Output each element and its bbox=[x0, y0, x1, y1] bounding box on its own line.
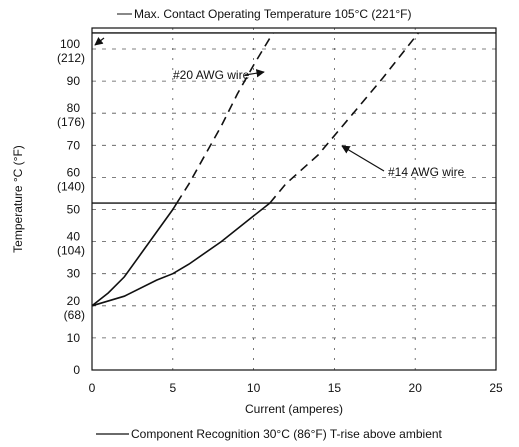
y-tick-label: 20 bbox=[67, 294, 81, 308]
plot-frame bbox=[91, 27, 497, 371]
x-tick-label: 25 bbox=[489, 381, 503, 395]
axis-ticks: 01020(68)3040(104)5060(140)7080(176)9010… bbox=[57, 37, 503, 395]
awg14-arrow bbox=[341, 145, 385, 172]
y-tick-label: 100 bbox=[60, 37, 80, 51]
awg14-label: #14 AWG wire bbox=[388, 165, 465, 179]
y-tick-label-f: (176) bbox=[57, 115, 85, 129]
y-tick-label-f: (212) bbox=[57, 51, 85, 65]
grid-lines bbox=[92, 28, 496, 370]
y-tick-label: 50 bbox=[67, 203, 81, 217]
reference-lines bbox=[92, 32, 496, 204]
x-tick-label: 5 bbox=[169, 381, 176, 395]
x-tick-label: 10 bbox=[247, 381, 261, 395]
top-left-arrow bbox=[94, 37, 105, 46]
y-tick-label: 0 bbox=[73, 363, 80, 377]
y-tick-label: 10 bbox=[67, 331, 81, 345]
chart-title: Max. Contact Operating Temperature 105°C… bbox=[134, 7, 412, 21]
x-tick-label: 15 bbox=[328, 381, 342, 395]
awg20-arrow bbox=[244, 69, 265, 78]
series-curve-solid bbox=[91, 202, 178, 307]
y-axis-label: Temperature °C (°F) bbox=[11, 145, 25, 253]
y-tick-label: 30 bbox=[67, 267, 81, 281]
y-tick-label-f: (140) bbox=[57, 179, 85, 193]
x-axis-label: Current (amperes) bbox=[245, 402, 343, 416]
x-tick-label: 20 bbox=[409, 381, 423, 395]
legend-text: Component Recognition 30°C (86°F) T-rise… bbox=[131, 427, 443, 441]
series-curve-solid bbox=[91, 202, 271, 307]
awg20-label: #20 AWG wire bbox=[173, 68, 250, 82]
series-curve-dashed bbox=[269, 32, 420, 204]
y-tick-label-f: (104) bbox=[57, 244, 85, 258]
y-tick-label: 60 bbox=[67, 165, 81, 179]
series-curves bbox=[91, 32, 420, 307]
y-tick-label-f: (68) bbox=[64, 308, 85, 322]
series-curve-dashed bbox=[176, 32, 274, 204]
y-tick-label: 80 bbox=[67, 101, 81, 115]
x-tick-label: 0 bbox=[89, 381, 96, 395]
y-tick-label: 40 bbox=[67, 230, 81, 244]
y-tick-label: 70 bbox=[67, 138, 81, 152]
y-tick-label: 90 bbox=[67, 74, 81, 88]
